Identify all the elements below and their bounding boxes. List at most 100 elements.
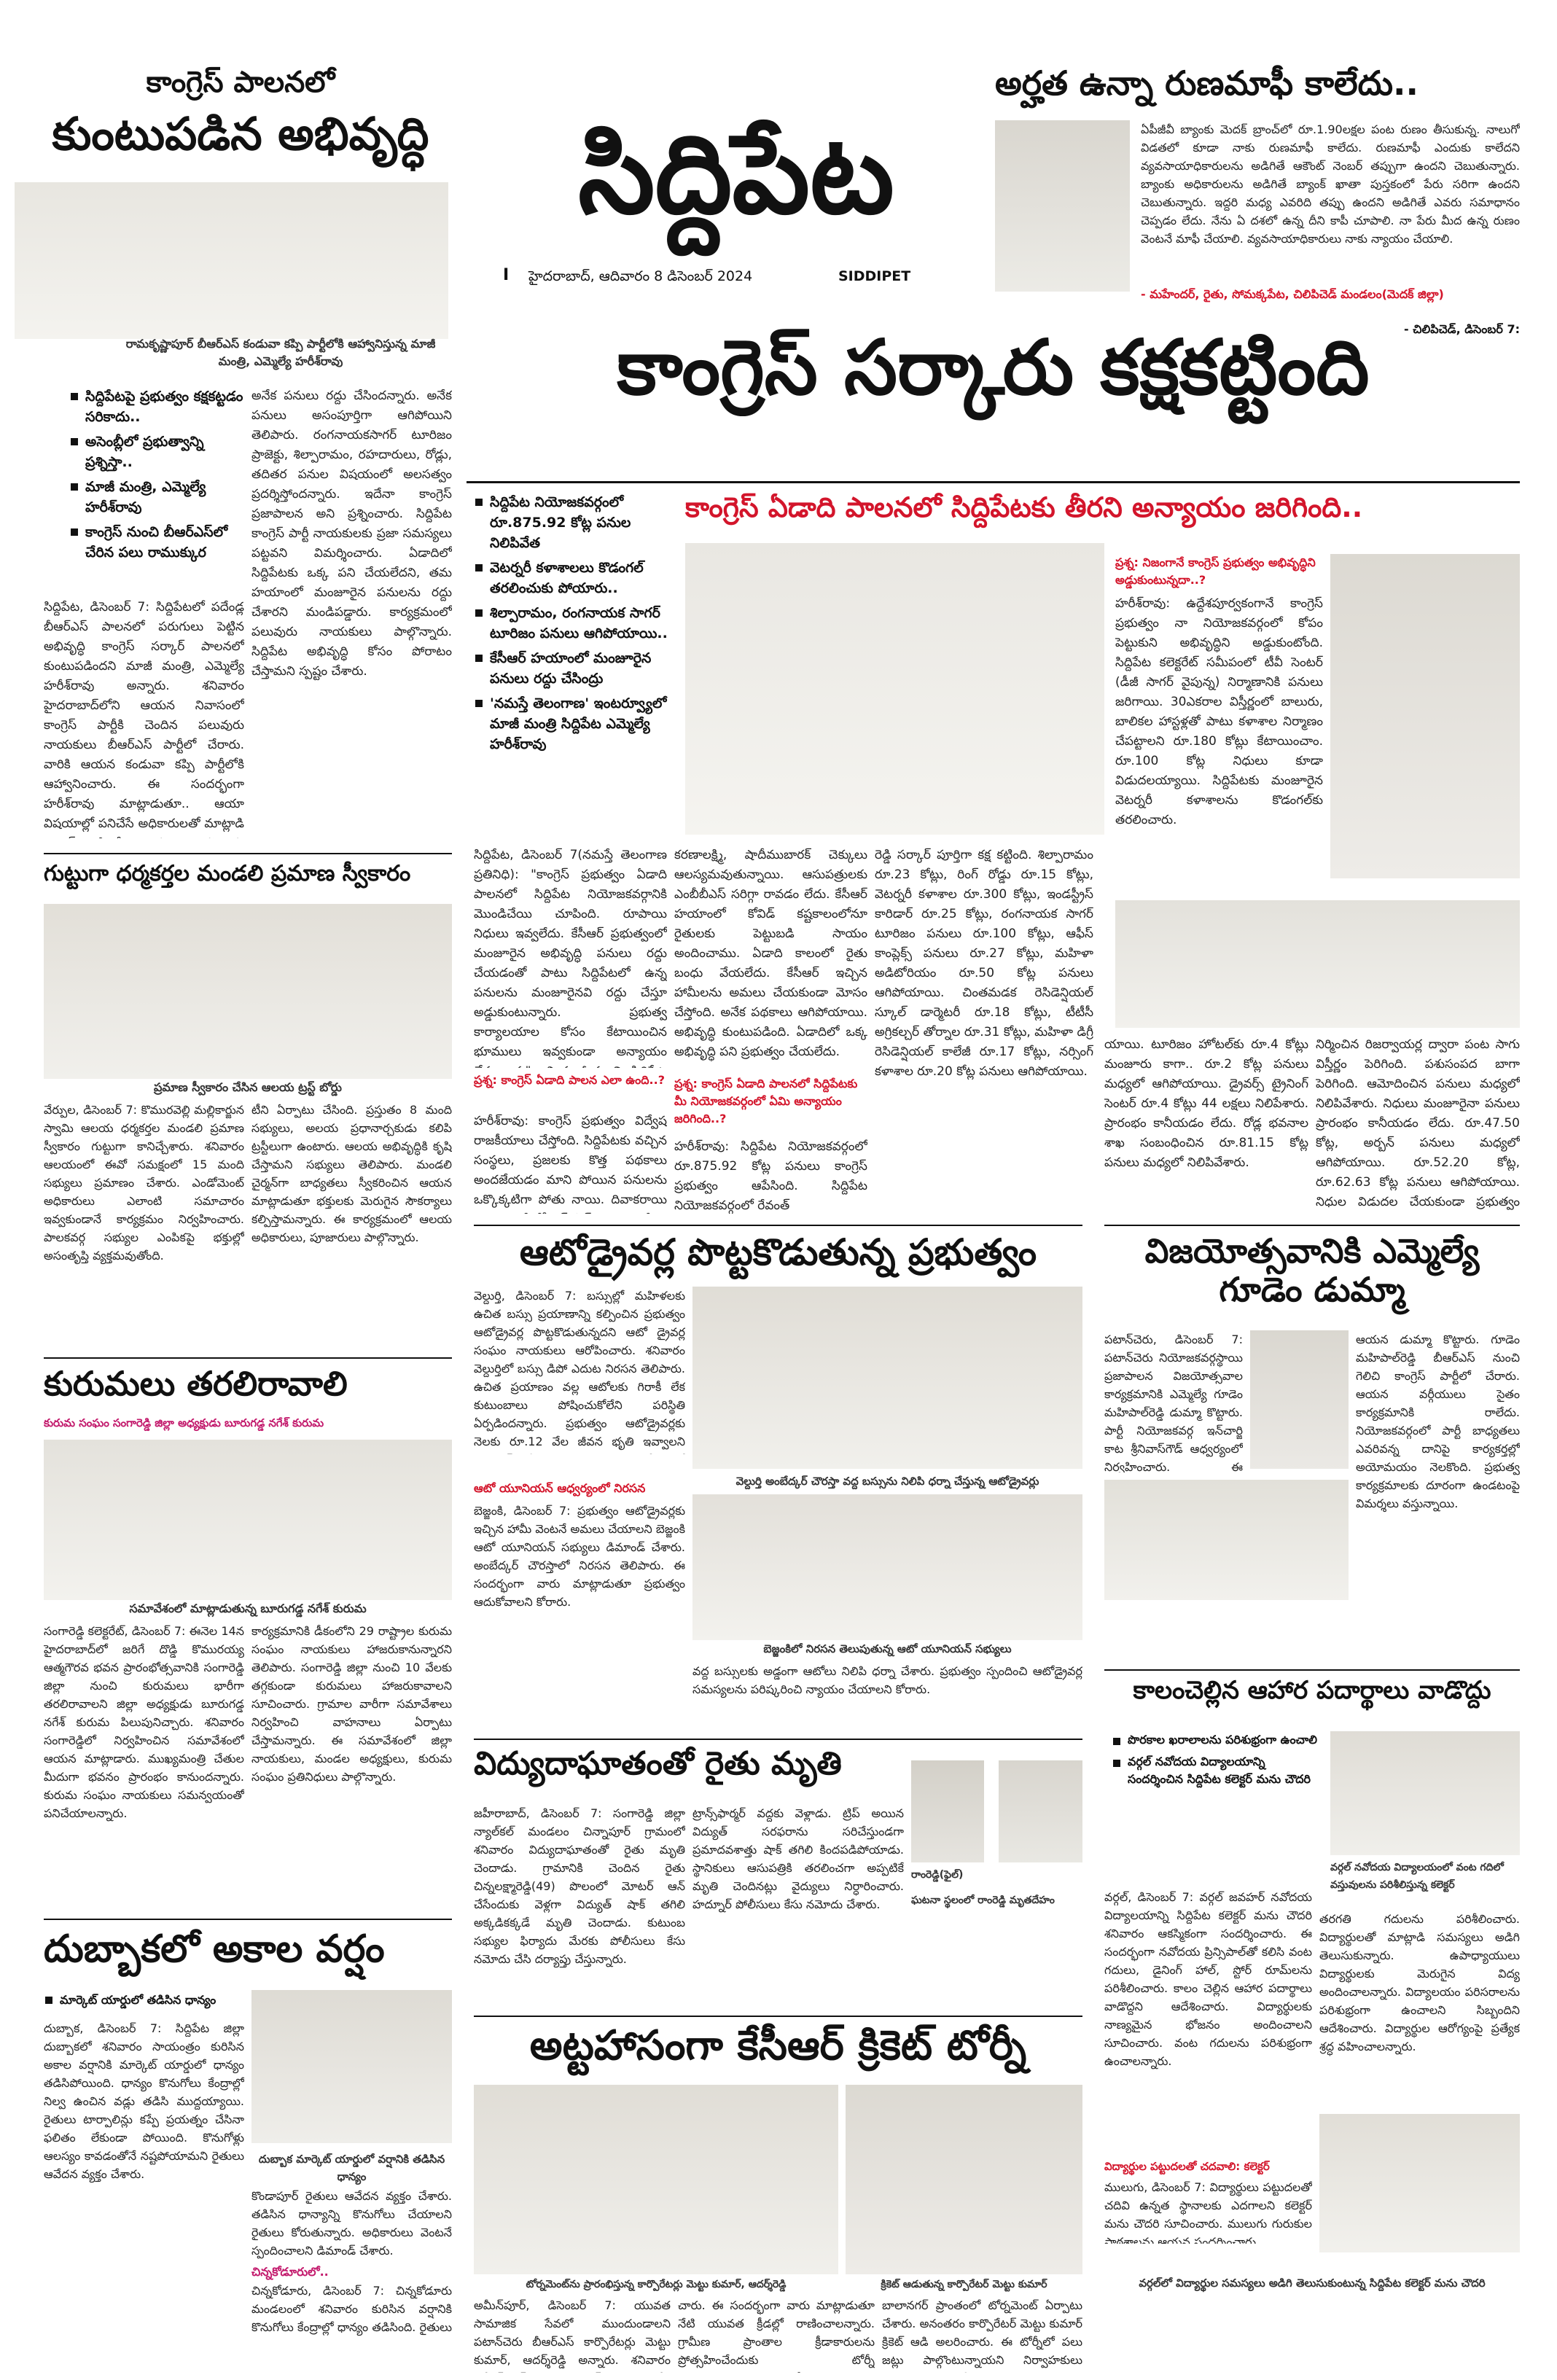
article-dubbaka-col3: చిన్నకోడూరు, డిసెంబర్ 7: చిన్నకోడూరు మండ…: [251, 2284, 452, 2340]
lead-subhead: కాంగ్రెస్ ఏడాది పాలనలో సిద్దిపేటకు తీరని…: [685, 491, 1363, 523]
article-vidyut-col2: ట్రాన్స్‌ఫార్మర్ వద్దకు వెళ్లాడు. ట్రిప్…: [692, 1806, 904, 1911]
photo-mla: [1250, 1330, 1349, 1469]
photo-college: [1330, 554, 1520, 878]
bullet-item: పొరకాల ఖరాలాలను పరిశుభ్రంగా ఉంచాలి: [1112, 1731, 1323, 1749]
lead-headline: కాంగ్రెస్ సర్కారు కక్షకట్టింది: [617, 323, 1370, 412]
caption-auto: వెల్దుర్తి అంబేద్కర్ చౌరస్తా వద్ద బస్సున…: [735, 1475, 1039, 1488]
photo-kitchen: [1330, 1731, 1520, 1855]
article-vidyut-col1: జహీరాబాద్, డిసెంబర్ 7: సంగారెడ్డి జిల్లా…: [474, 1806, 685, 1966]
caption-vidyut: ఘటనా స్థలంలో రాంరెడ్డి మృతదేహం: [911, 1895, 1055, 1906]
subhead-kalam: విద్యార్థుల పట్టుదలతో చదవాలి: కలెక్టర్: [1104, 2160, 1270, 2173]
divider-auto: [474, 1225, 1082, 1226]
headline-kalam: కాలంచెల్లిన ఆహార పదార్థాలు వాడొద్దు: [1133, 1676, 1491, 1705]
divider-vijay: [1104, 1225, 1520, 1226]
caption-kurumalu: సమావేశంలో మాట్లాడుతున్న బూరుగడ్డ నగేశ్ క…: [129, 1601, 367, 1615]
article-dubbaka-col1: దుబ్బాక, డిసెంబర్ 7: సిద్దిపేట జిల్లా దు…: [44, 2021, 244, 2181]
photo-cricket-batting: [846, 2085, 1082, 2274]
caption-kalam-top: వర్గల్ నవోదయ విద్యాలయంలో వంట గదిలో వస్తు…: [1330, 1862, 1504, 1891]
headline-dubbaka: దుబ్బాకలో అకాల వర్షం: [44, 1927, 385, 1971]
photo-harish-rao: [685, 543, 1104, 835]
kicker-top-left: కాంగ్రెస్ పాలనలో: [146, 66, 335, 99]
photo-cricket-inauguration: [474, 2085, 838, 2274]
headline-vidyut: విద్యుదాఘాతంతో రైతు మృతి: [474, 1745, 842, 1782]
caption-cricket-1: టోర్నమెంట్‌ను ప్రారంభిస్తున్న కార్పొరేటర…: [526, 2279, 787, 2290]
lead-question-3: ప్రశ్న: నిజంగానే కాంగ్రెస్ ప్రభుత్వం అభి…: [1115, 555, 1316, 587]
photo-dubbaka: [251, 1990, 452, 2143]
article-guttuga-col2: టీని ఏర్పాటు చేసింది. ప్రస్తుతం 8 మంది స…: [251, 1103, 452, 1244]
bullet-item: కేసీఆర్ హయాంలో మంజూరైన పనులు రద్దు చేసిం…: [474, 648, 678, 689]
photo-farmer: [995, 120, 1130, 292]
bullet-item: వర్గల్ నవోదయ విద్యాలయాన్ని సందర్శించిన స…: [1112, 1753, 1323, 1788]
lead-divider: [467, 481, 1520, 483]
caption-kalam-bottom: వర్గల్‌లో విద్యార్థుల సమస్యలు అడిగి తెలు…: [1139, 2276, 1486, 2290]
bullets-kalam: పొరకాల ఖరాలాలను పరిశుభ్రంగా ఉంచాలి వర్గల…: [1112, 1731, 1323, 1792]
photo-vijay-event: [1104, 1480, 1349, 1600]
photo-collector-students: [1319, 2114, 1520, 2252]
lead-bullets: సిద్దిపేట నియోజకవర్గంలో రూ.875.92 కోట్ల …: [474, 492, 678, 759]
photo-victim: [911, 1760, 984, 1862]
divider-guttuga: [44, 853, 452, 854]
article-auto-3: వద్ద బస్సులకు అడ్డంగా ఆటోలు నిలిపి ధర్నా…: [692, 1664, 1082, 1696]
photo-bejjanki: [692, 1494, 1082, 1640]
headline-auto: ఆటోడ్రైవర్ల పొట్టకొడుతున్న ప్రభుత్వం: [519, 1231, 1037, 1273]
photo-joining: [15, 182, 448, 339]
article-kalam-col1: వర్గల్, డిసెంబర్ 7: వర్గల్ జవహర్ నవోదయ వ…: [1104, 1890, 1312, 2068]
lead-col2: కరణాలక్ష్మి, షాదీముబారక్ చెక్కులు ఆలస్యమ…: [674, 848, 867, 1059]
headline-cricket: అట్టహాసంగా కేసీఆర్ క్రికెట్ టోర్నీ: [529, 2022, 1027, 2069]
photo-auto-protest: [692, 1287, 1082, 1469]
article-dubbaka-col2: కొండాపూర్ రైతులు ఆవేదన వ్యక్తం చేశారు. త…: [251, 2189, 452, 2258]
divider-kalam: [1104, 1669, 1520, 1671]
article-guttuga-col1: వేర్పుల, డిసెంబర్ 7: కొమురవెల్లి మల్లికా…: [44, 1103, 244, 1263]
bullet-item: మార్కెట్ యార్డులో తడిసిన ధాన్యం: [44, 1990, 262, 2010]
article-auto-2: బెజ్జంకి, డిసెంబర్ 7: ప్రభుత్వం ఆటోడ్రైవ…: [474, 1504, 685, 1609]
subhead-chinnakodur: చిన్నకోడూరులో..: [251, 2265, 329, 2279]
caption-guttuga: ప్రమాణ స్వీకారం చేసిన ఆలయ ట్రస్ట్ బోర్డు: [154, 1080, 342, 1094]
article-kurumalu-col1: సంగారెడ్డి కలెక్టరేట్, డిసెంబర్ 7: ఈనెల …: [44, 1624, 244, 1820]
bullet-item: అసెంబ్లీలో ప్రభుత్వాన్ని ప్రశ్నిస్తా..: [69, 432, 244, 472]
subhead-kurumalu: కురుమ సంఘం సంగారెడ్డి జిల్లా అధ్యక్షుడు …: [44, 1416, 324, 1429]
dateline-top-right: - చిలిపిచెడ్, డిసెంబర్ 7:: [1404, 322, 1520, 336]
subhead-auto: ఆటో యూనియన్ ఆధ్వర్యంలో నిరసన: [474, 1481, 646, 1495]
divider-dubbaka: [44, 1919, 452, 1920]
lead-col1-answer: హరీశ్‌రావు: కాంగ్రెస్ ప్రభుత్వం విద్వేష …: [474, 1114, 667, 1214]
divider-kurumalu: [44, 1357, 452, 1359]
headline-vijayotsavam: విజయోత్సవానికి ఎమ్మెల్యే గూడెం డుమ్మా: [1144, 1231, 1480, 1309]
article-top-left-col1: సిద్దిపేట, డిసెంబర్ 7: సిద్దిపేటలో పదేండ…: [44, 600, 244, 838]
article-kalam-col2: తరగతి గదులను పరిశీలించారు. విద్యార్థులతో…: [1319, 1912, 1520, 2053]
headline-top-left: కుంటుపడిన అభివృద్ధి: [52, 107, 429, 160]
article-vijay-col2: ఆయన డుమ్మా కొట్టారు. గూడెం మహిపాల్‌రెడ్డ…: [1356, 1333, 1520, 1510]
article-cricket-col3: బాలానగర్‌ ప్రాంతంలో టోర్నమెంట్ ఏర్పాటు చ…: [882, 2298, 1082, 2373]
lead-col1: సిద్దిపేట, డిసెంబర్ 7(నమస్తే తెలంగాణ ప్ర…: [474, 848, 667, 1068]
lead-question-1: ప్రశ్న: కాంగ్రెస్ ఏడాది పాలన ఎలా ఉంది..?: [474, 1073, 665, 1087]
article-vijay-col1: పటాన్‌చెరు, డిసెంబర్ 7: పటాన్‌చెరు నియోజ…: [1104, 1333, 1243, 1472]
lead-col3: రెడ్డి సర్కార్ పూర్తిగా కక్ష కట్టింది. శ…: [875, 848, 1093, 1079]
caption-dubbaka: దుబ్బాక మార్కెట్ యార్డులో వర్షానికి తడిస…: [258, 2153, 445, 2183]
masthead-dateline: హైదరాబాద్, ఆదివారం 8 డిసెంబర్ 2024: [528, 268, 753, 284]
bullet-item: శిల్పారామం, రంగనాయక సాగర్ టూరిజం పనులు ఆ…: [474, 603, 678, 644]
caption-cricket-2: క్రికెట్ ఆడుతున్న కార్పొరేటర్ మెట్టు కుమ…: [881, 2279, 1047, 2290]
masthead-english: SIDDIPET: [838, 268, 911, 284]
masthead-title: సిద్దిపేట: [578, 112, 894, 238]
lead-col2-answer: హరీశ్‌రావు: సిద్దిపేట నియోజకవర్గంలో రూ.8…: [674, 1139, 867, 1213]
photo-label-victim: రాంరెడ్డి(ఫైల్): [911, 1869, 964, 1881]
bullets-top-left: సిద్దిపేటపై ప్రభుత్వం కక్షకట్టడం సరికాదు…: [69, 386, 244, 567]
bullet-item: మాజీ మంత్రి, ఎమ్మెల్యే హరీశ్‌రావు: [69, 477, 244, 518]
headline-kurumalu: కురుమలు తరలిరావాలి: [44, 1364, 348, 1403]
lead-col5: యాయి. టూరిజం హోటల్‌కు రూ.4 కోట్లు మంజూరు…: [1104, 1037, 1308, 1170]
page-number: I: [503, 266, 510, 284]
article-kalam-col3: ములుగు, డిసెంబర్ 7: విద్యార్థులు పట్టుదల…: [1104, 2180, 1312, 2244]
caption-joining: రామకృష్ణాపూర్ బీఆర్ఎస్ కండువా కప్పి పార్…: [125, 337, 436, 368]
divider-vidyut: [474, 1739, 1082, 1740]
article-cricket-col2: చారు. ఈ సందర్భంగా వారు మాట్లాడుతూ నేటి య…: [678, 2298, 875, 2373]
article-cricket-col1: అమీన్‌పూర్, డిసెంబర్ 7: యువత సామాజిక సేవ…: [474, 2298, 671, 2373]
bullet-item: సిద్దిపేట నియోజకవర్గంలో రూ.875.92 కోట్ల …: [474, 492, 678, 553]
caption-bejjanki: బెజ్జంకిలో నిరసన తెలుపుతున్న ఆటో యూనియన్…: [763, 1642, 1012, 1655]
bullet-item: కాంగ్రెస్ నుంచి బీఆర్ఎస్‌లో చేరిన పలు రా…: [69, 522, 244, 563]
photo-trust-board: [44, 904, 452, 1079]
bullet-item: సిద్దిపేటపై ప్రభుత్వం కక్షకట్టడం సరికాదు…: [69, 386, 244, 427]
photo-accident-site: [999, 1760, 1082, 1862]
article-auto: వెల్దుర్తి, డిసెంబర్ 7: బస్సుల్లో మహిళలక…: [474, 1289, 685, 1454]
photo-building: [1115, 900, 1520, 1028]
lead-col4: హరీశ్‌రావు: ఉద్దేశపూర్వకంగానే కాంగ్రెస్ …: [1115, 596, 1323, 827]
bullets-dubbaka: మార్కెట్ యార్డులో తడిసిన ధాన్యం: [44, 1990, 262, 2015]
